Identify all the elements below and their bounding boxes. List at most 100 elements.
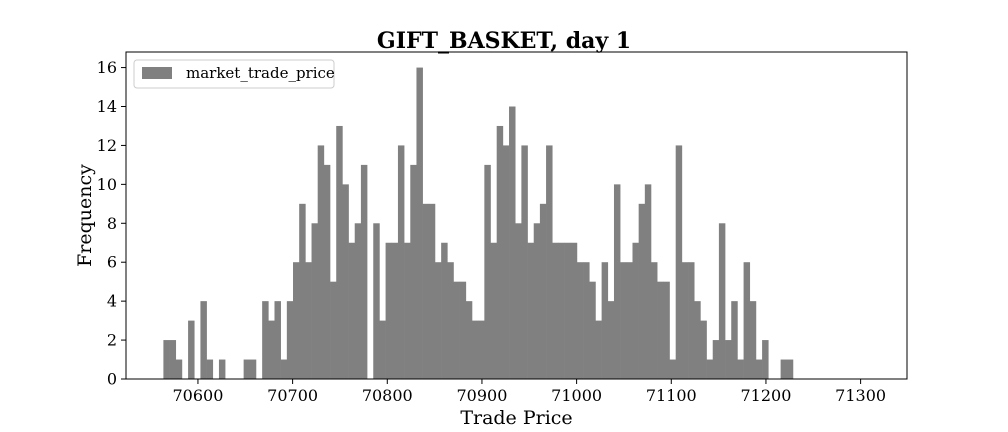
histogram-bar [583,262,590,379]
y-tick-label: 0 [107,370,117,389]
histogram-bar [274,301,281,379]
plot-frame [125,51,908,380]
y-tick-label: 16 [97,58,117,77]
histogram-bar [576,262,584,379]
histogram-bar [262,301,269,379]
histogram-bar [336,125,343,380]
histogram-bar [663,281,670,379]
histogram-bar [737,359,744,379]
histogram-bar [441,242,448,379]
histogram-bar [379,320,386,379]
histogram-bar [657,281,664,379]
histogram-bar [484,164,491,379]
histogram-bar [360,164,368,379]
histogram-bar [410,164,417,379]
histogram-bar [397,145,405,379]
histogram-bar [490,242,497,379]
histogram-bar [404,242,411,379]
histogram-bar [755,359,763,379]
y-axis: 0 2 4 6 8 10 12 14 16 [97,58,126,389]
y-tick-label: 12 [97,136,117,155]
histogram-bar [268,320,275,379]
histogram-bar [632,242,639,379]
histogram-bar [675,145,683,379]
chart-title: GIFT_BASKET, day 1 [377,28,631,54]
histogram-bar [459,281,467,379]
histogram-bar [502,145,510,379]
histogram-bar [620,262,627,379]
histogram-bar [478,320,485,379]
legend-label: market_trade_price [186,64,335,82]
histogram-bar [694,301,701,379]
histogram-bar [743,262,751,379]
histogram-bar [712,340,720,379]
bars-layer [163,67,794,380]
histogram-bar [305,262,312,379]
histogram-bar [169,340,177,379]
histogram-bar [465,301,473,379]
histogram-bar [725,340,732,379]
histogram-bar [286,301,294,379]
histogram-bar [681,262,689,379]
histogram-bar [731,301,738,379]
x-tick-label: 70900 [456,386,507,405]
y-tick-label: 14 [97,97,117,116]
histogram-bar [749,301,757,379]
histogram-bar [570,242,578,379]
y-tick-label: 2 [107,331,117,350]
histogram-bar [533,223,541,379]
x-tick-label: 70700 [267,386,318,405]
histogram-bar [311,223,318,379]
histogram-bar [317,145,325,379]
histogram-bar [243,359,251,379]
histogram-bar [546,145,553,379]
histogram-bar [564,242,572,379]
histogram-bar [416,67,423,379]
histogram-bar [552,242,559,379]
histogram-bar [206,359,214,379]
histogram-bar [373,223,380,379]
histogram-bar [521,145,528,379]
histogram-bar [348,242,356,379]
histogram-bar [323,164,331,379]
histogram-bar [786,359,794,379]
histogram-bar [447,262,454,379]
histogram-bar [626,262,633,379]
histogram-bar [330,281,337,379]
histogram-bar [601,262,609,379]
y-tick-label: 4 [107,292,117,311]
histogram-bar [669,359,676,379]
histogram-bar [175,359,183,379]
histogram-bar [188,320,195,379]
histogram-bar [200,301,207,379]
histogram-bar [527,242,535,379]
y-tick-label: 10 [97,175,117,194]
histogram-bar [422,203,430,379]
x-tick-label: 71200 [740,386,791,405]
legend: market_trade_price [133,59,335,89]
histogram-bar [496,125,504,380]
y-axis-label: Frequency [74,164,96,267]
histogram-bar [718,223,726,379]
histogram-bar [299,203,306,379]
histogram-bar [651,262,658,379]
x-axis: 70600 70700 70800 70900 71000 71100 71200 71300 [172,379,886,405]
histogram-bar [644,184,652,379]
histogram-bar [613,184,621,379]
histogram-bar [434,262,442,379]
histogram-bar [293,262,300,379]
y-tick-label: 8 [107,214,117,233]
histogram-bar [218,359,226,379]
legend-swatch [142,67,172,79]
histogram-bar [700,320,707,379]
histogram-bar [589,281,596,379]
histogram-bar [762,340,769,379]
x-tick-label: 71000 [551,386,602,405]
histogram-bar [385,242,393,379]
histogram-bar [342,184,349,379]
histogram-bar [472,320,479,379]
histogram-bar [607,301,615,379]
x-tick-label: 71100 [646,386,697,405]
